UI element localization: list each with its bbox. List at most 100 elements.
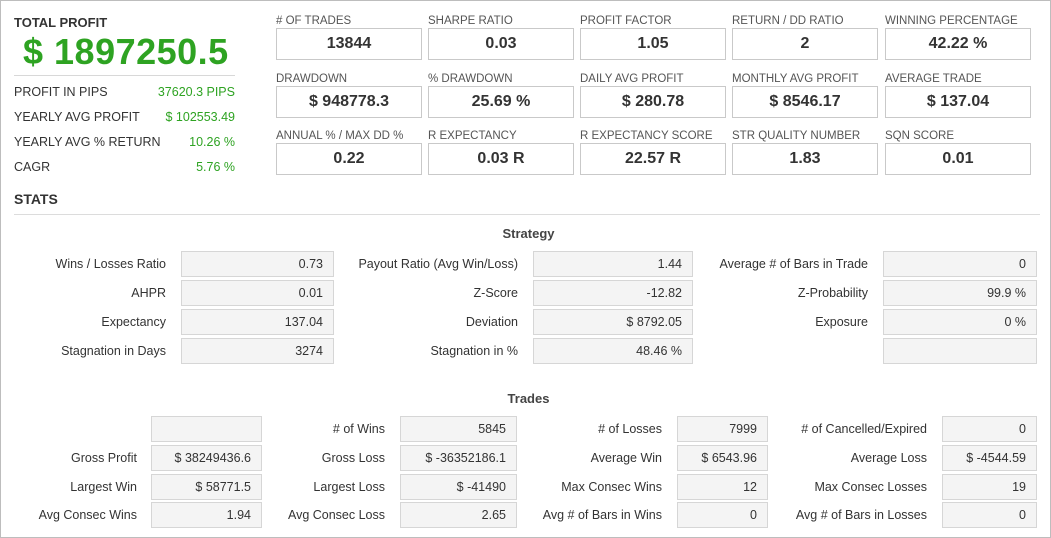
profit-summary-row: CAGR 5.76 % <box>14 160 235 180</box>
trade-value: 1.94 <box>151 502 262 528</box>
trade-label: Average Loss <box>850 451 927 465</box>
trade-label: Avg Consec Loss <box>287 508 385 522</box>
stat-label: Wins / Losses Ratio <box>55 257 166 271</box>
stat-value: 0 % <box>883 309 1037 335</box>
trade-value: 0 <box>677 502 768 528</box>
metric-str-quality-number: STR QUALITY NUMBER 1.83 <box>732 129 878 175</box>
profit-summary-label: CAGR <box>14 160 51 174</box>
profit-summary-row: YEARLY AVG % RETURN 10.26 % <box>14 135 235 155</box>
metric-label: PROFIT FACTOR <box>580 15 672 27</box>
strategy-title: Strategy <box>502 226 555 241</box>
metric-sqn-score: SQN SCORE 0.01 <box>885 129 1031 175</box>
stat-label: Stagnation in Days <box>61 344 166 358</box>
metric-label: SHARPE RATIO <box>428 15 513 27</box>
metric-label: R EXPECTANCY <box>428 130 517 142</box>
trade-label: Avg Consec Wins <box>38 508 137 522</box>
trade-value: 2.65 <box>400 502 517 528</box>
metric-label: DRAWDOWN <box>276 73 348 85</box>
metric-r-expectancy: R EXPECTANCY 0.03 R <box>428 129 574 175</box>
stat-label: Average # of Bars in Trade <box>719 257 868 271</box>
profit-summary-value: 10.26 % <box>189 135 235 149</box>
trades-title: Trades <box>507 391 550 406</box>
metric-label: ANNUAL % / MAX DD % <box>276 130 404 142</box>
stat-label: Deviation <box>465 315 518 329</box>
trade-label: Max Consec Losses <box>814 480 927 494</box>
trade-value: $ 58771.5 <box>151 474 262 500</box>
stat-label: Exposure <box>815 315 868 329</box>
metric-value: $ 137.04 <box>885 86 1031 118</box>
metric-value: 0.22 <box>276 143 422 175</box>
divider <box>14 75 235 76</box>
trade-label: # of Wins <box>332 422 385 436</box>
trade-label: Gross Loss <box>321 451 385 465</box>
trade-value: $ -41490 <box>400 474 517 500</box>
stat-value: -12.82 <box>533 280 693 306</box>
stats-title: STATS <box>14 191 58 207</box>
metric-trades-count: # OF TRADES 13844 <box>276 14 422 60</box>
stat-value: 3274 <box>181 338 334 364</box>
stat-label <box>691 338 868 364</box>
stat-value: 1.44 <box>533 251 693 277</box>
profit-summary-value: $ 102553.49 <box>165 110 235 124</box>
profit-summary-label: YEARLY AVG PROFIT <box>14 110 140 124</box>
stat-value: 99.9 % <box>883 280 1037 306</box>
metric-label: RETURN / DD RATIO <box>732 15 844 27</box>
profit-summary-value: 37620.3 PIPS <box>157 85 235 99</box>
metric-monthly-avg-profit: MONTHLY AVG PROFIT $ 8546.17 <box>732 72 878 118</box>
stat-value <box>883 338 1037 364</box>
metric-label: STR QUALITY NUMBER <box>732 130 861 142</box>
trade-label: Avg # of Bars in Losses <box>795 508 927 522</box>
metric-value: $ 948778.3 <box>276 86 422 118</box>
profit-summary-row: YEARLY AVG PROFIT $ 102553.49 <box>14 110 235 130</box>
stat-value: $ 8792.05 <box>533 309 693 335</box>
metric-profit-factor: PROFIT FACTOR 1.05 <box>580 14 726 60</box>
trade-value: 0 <box>942 416 1037 442</box>
metric-value: 2 <box>732 28 878 60</box>
trade-label: # of Cancelled/Expired <box>801 422 927 436</box>
total-profit-value: $ 1897250.5 <box>23 31 229 72</box>
metric-annual-max-dd: ANNUAL % / MAX DD % 0.22 <box>276 129 422 175</box>
metric-label: DAILY AVG PROFIT <box>580 73 684 85</box>
trade-label: # of Losses <box>598 422 662 436</box>
metric-r-expectancy-score: R EXPECTANCY SCORE 22.57 R <box>580 129 726 175</box>
trade-value: $ 6543.96 <box>677 445 768 471</box>
trade-value: $ 38249436.6 <box>151 445 262 471</box>
metric-pct-drawdown: % DRAWDOWN 25.69 % <box>428 72 574 118</box>
stat-value: 0.01 <box>181 280 334 306</box>
trade-value: $ -36352186.1 <box>400 445 517 471</box>
stat-label: Expectancy <box>101 315 166 329</box>
metric-value: 42.22 % <box>885 28 1031 60</box>
stat-value: 0 <box>883 251 1037 277</box>
trade-label: Largest Loss <box>313 480 385 494</box>
metric-label: WINNING PERCENTAGE <box>885 15 1018 27</box>
metric-value: 0.03 R <box>428 143 574 175</box>
divider <box>14 214 1040 215</box>
profit-summary-label: PROFIT IN PIPS <box>14 85 108 99</box>
trade-label: Gross Profit <box>71 451 137 465</box>
metric-value: $ 280.78 <box>580 86 726 118</box>
trade-value: 7999 <box>677 416 768 442</box>
metric-sharpe-ratio: SHARPE RATIO 0.03 <box>428 14 574 60</box>
trade-label: Average Win <box>590 451 662 465</box>
stat-label: Z-Probability <box>797 286 868 300</box>
metric-drawdown: DRAWDOWN $ 948778.3 <box>276 72 422 118</box>
stat-value: 0.73 <box>181 251 334 277</box>
metric-label: MONTHLY AVG PROFIT <box>732 73 859 85</box>
stat-value: 48.46 % <box>533 338 693 364</box>
metric-return-dd-ratio: RETURN / DD RATIO 2 <box>732 14 878 60</box>
metric-value: 0.01 <box>885 143 1031 175</box>
stat-label: AHPR <box>131 286 166 300</box>
metric-winning-percentage: WINNING PERCENTAGE 42.22 % <box>885 14 1031 60</box>
metric-value: 0.03 <box>428 28 574 60</box>
stat-label: Stagnation in % <box>430 344 518 358</box>
trade-value <box>151 416 262 442</box>
total-profit-title: TOTAL PROFIT <box>14 15 108 30</box>
profit-summary-label: YEARLY AVG % RETURN <box>14 135 161 149</box>
trade-value: 12 <box>677 474 768 500</box>
trade-value: 19 <box>942 474 1037 500</box>
trade-value: 0 <box>942 502 1037 528</box>
trade-label: Avg # of Bars in Wins <box>542 508 662 522</box>
profit-summary-row: PROFIT IN PIPS 37620.3 PIPS <box>14 85 235 105</box>
trade-value: 5845 <box>400 416 517 442</box>
